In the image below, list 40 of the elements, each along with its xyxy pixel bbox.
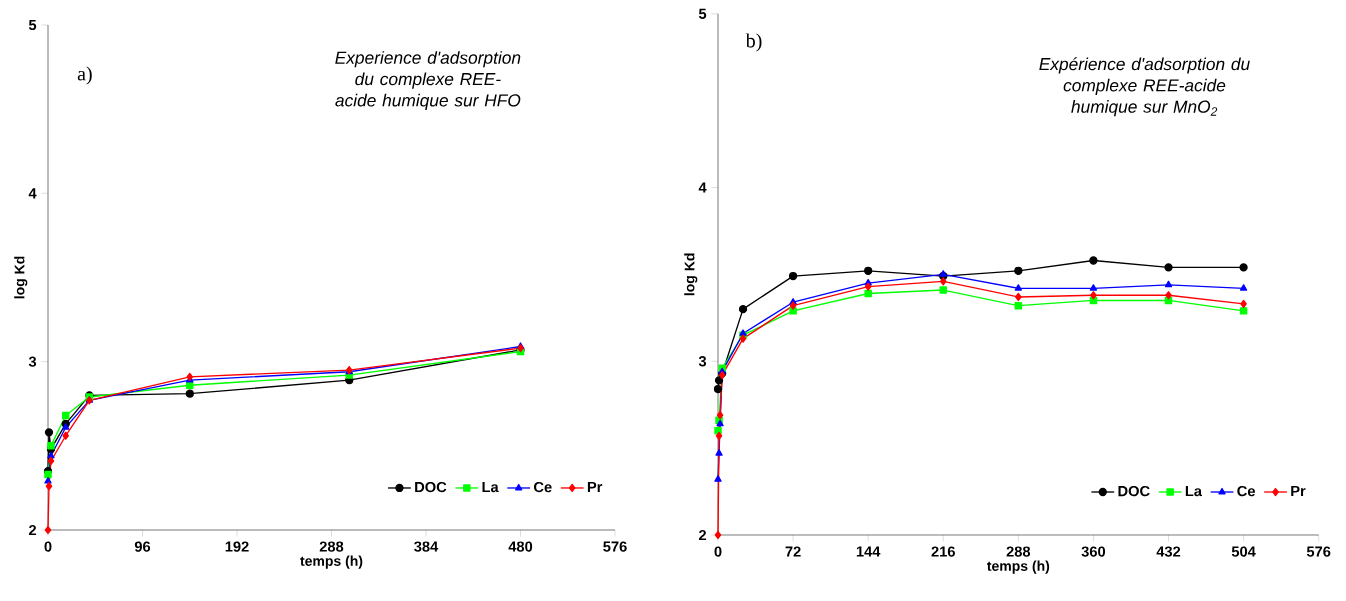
- x-axis-title: temps (h): [987, 560, 1050, 574]
- x-tick-label: 144: [856, 546, 881, 557]
- annotation: Experience d'adsorption du complexe REE-acide humique sur HFO: [335, 51, 521, 110]
- x-tick-label: 576: [603, 541, 627, 552]
- y-tick-label: 4: [28, 188, 37, 199]
- x-axis-title: temps (h): [300, 555, 363, 569]
- legend-label: La: [482, 481, 499, 493]
- x-tick-label: 0: [44, 541, 52, 552]
- y-tick-label: 4: [698, 182, 707, 193]
- x-tick-label: 432: [1156, 546, 1181, 557]
- y-tick-label: 2: [698, 529, 707, 541]
- y-tick-label: 5: [698, 8, 707, 19]
- legend-label: DOC: [1118, 485, 1150, 497]
- legend-label: La: [1185, 485, 1203, 497]
- x-tick-label: 576: [1306, 546, 1331, 557]
- y-tick-label: 3: [28, 356, 37, 367]
- text: a): [77, 66, 92, 85]
- y-axis-title: log Kd: [14, 256, 28, 299]
- x-tick-label: 384: [414, 541, 439, 552]
- legend-label: Pr: [587, 481, 603, 493]
- text: Expérience d'adsorption du complexe REE-acide humique sur MnO$_{2}$: [1039, 57, 1250, 117]
- legend-label: Pr: [1291, 485, 1306, 497]
- x-tick-label: 216: [931, 546, 955, 557]
- x-tick-label: 96: [134, 541, 151, 552]
- text: b): [745, 33, 762, 52]
- x-tick-label: 288: [1006, 546, 1031, 557]
- x-tick-label: 504: [1231, 546, 1256, 557]
- y-tick-label: 3: [698, 356, 707, 367]
- x-tick-label: 288: [319, 541, 344, 552]
- legend-label: Ce: [1237, 485, 1255, 497]
- y-tick-label: 5: [28, 19, 37, 31]
- x-tick-label: 0: [714, 546, 722, 557]
- legend-label: Ce: [534, 481, 552, 493]
- legend-label: DOC: [415, 481, 447, 493]
- y-tick-label: 2: [28, 524, 37, 536]
- y-axis-title: log Kd: [684, 253, 698, 296]
- x-tick-label: 72: [785, 546, 801, 557]
- x-tick-label: 480: [508, 541, 533, 552]
- x-tick-label: 192: [225, 541, 249, 552]
- x-tick-label: 360: [1081, 546, 1106, 557]
